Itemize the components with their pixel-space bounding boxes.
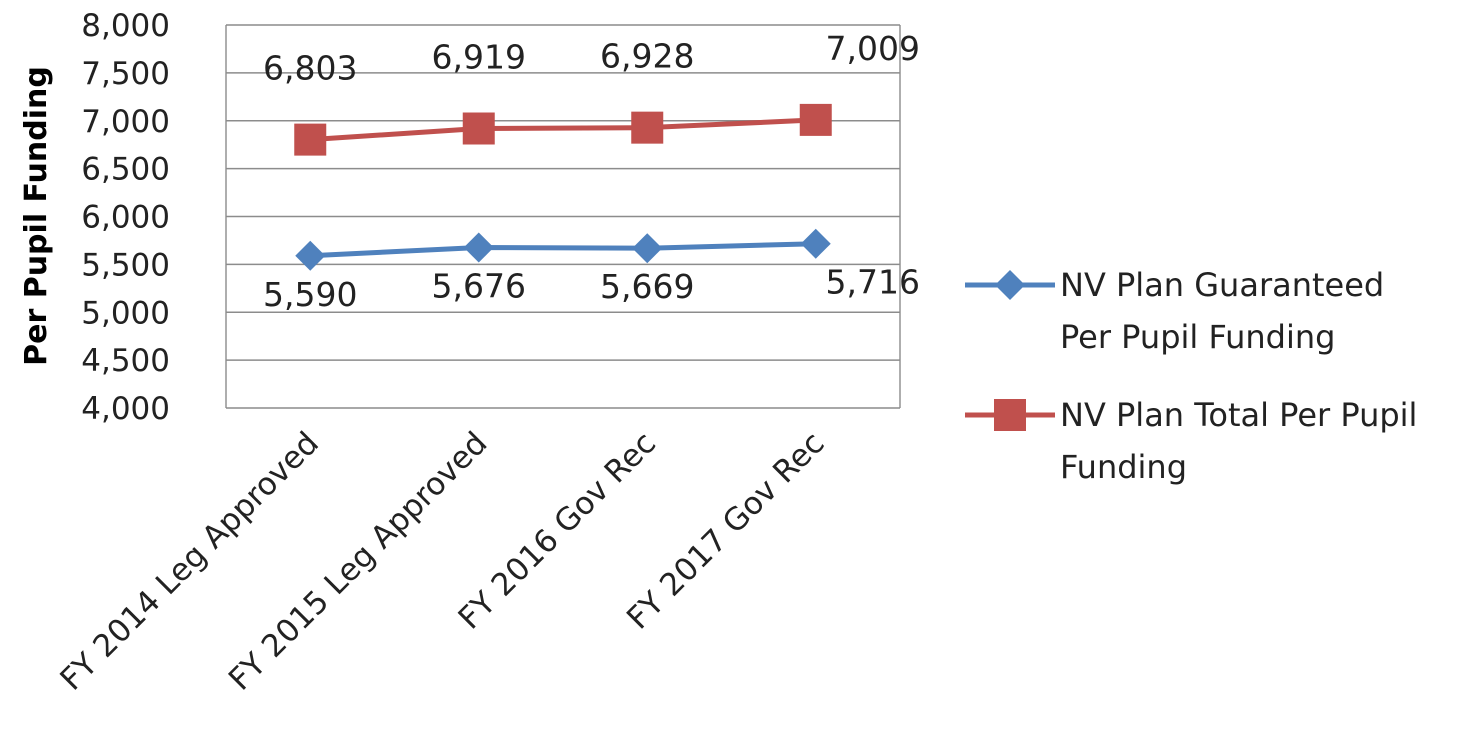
series-line xyxy=(310,117,816,143)
legend-label: Per Pupil Funding xyxy=(1060,318,1335,356)
data-label: 6,803 xyxy=(263,49,357,88)
data-label: 5,669 xyxy=(600,267,694,306)
series-layer xyxy=(294,103,832,271)
legend: NV Plan Guaranteed Per Pupil Funding NV Pl… xyxy=(965,266,1417,486)
series-line xyxy=(310,241,816,259)
legend-label: NV Plan Total Per Pupil xyxy=(1060,396,1417,434)
data-point xyxy=(462,112,495,145)
data-point xyxy=(800,228,831,259)
legend-label: NV Plan Guaranteed xyxy=(1060,266,1384,304)
data-point xyxy=(631,111,664,144)
data-point xyxy=(295,240,326,271)
data-label: 6,928 xyxy=(600,37,694,76)
y-axis-label: Per Pupil Funding xyxy=(19,66,54,366)
y-tick-label: 4,500 xyxy=(81,343,170,379)
data-label: 5,716 xyxy=(826,263,920,302)
y-tick-label: 7,500 xyxy=(81,56,170,92)
data-point xyxy=(632,233,663,264)
y-tick-label: 6,500 xyxy=(81,152,170,188)
data-label: 6,919 xyxy=(432,38,526,77)
legend-marker xyxy=(994,399,1026,431)
legend-marker xyxy=(995,270,1025,300)
y-axis-ticks: 4,000 4,500 5,000 5,500 6,000 6,500 7,000 7,500… xyxy=(81,8,170,427)
gridlines xyxy=(225,24,901,409)
y-tick-label: 6,000 xyxy=(81,200,170,236)
data-point xyxy=(799,103,832,136)
y-tick-label: 7,000 xyxy=(81,104,170,140)
data-label: 5,590 xyxy=(263,275,357,314)
y-tick-label: 4,000 xyxy=(81,391,170,427)
data-point xyxy=(294,123,327,156)
y-tick-label: 5,500 xyxy=(81,247,170,283)
y-tick-label: 5,000 xyxy=(81,295,170,331)
data-label: 5,676 xyxy=(432,267,526,306)
legend-label: Funding xyxy=(1060,448,1187,486)
data-point xyxy=(463,232,494,263)
data-label: 7,009 xyxy=(826,29,920,68)
data-labels-layer: 5,590 5,676 5,669 5,716 6,803 6,919 6,928 7,009 xyxy=(263,29,920,314)
y-tick-label: 8,000 xyxy=(81,8,170,44)
